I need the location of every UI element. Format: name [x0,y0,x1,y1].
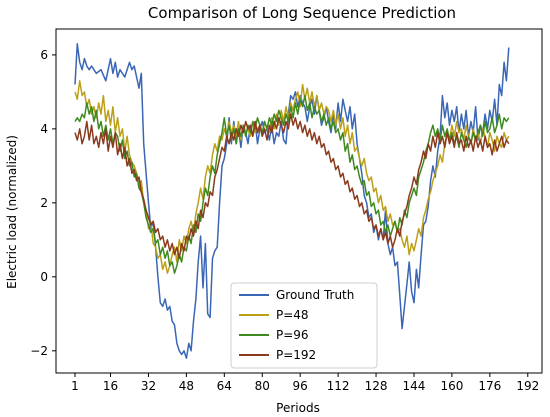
chart-title: Comparison of Long Sequence Prediction [148,4,456,22]
y-tick-label-1: 0 [40,270,48,284]
x-axis-label: Periods [276,401,320,415]
x-tick-label-8: 128 [365,379,388,393]
x-tick-label-5: 80 [255,379,270,393]
x-tick-label-1: 16 [103,379,118,393]
series-layer [74,43,510,359]
legend-box [230,282,378,369]
legend-label-2: P=96 [276,328,309,342]
y-tick-label-0: −2 [30,344,48,358]
y-tick-label-2: 2 [40,196,48,210]
legend-label-1: P=48 [276,308,309,322]
x-tick-label-11: 176 [478,379,501,393]
legend-label-0: Ground Truth [276,288,354,302]
y-tick-label-3: 4 [40,122,48,136]
y-axis-label: Electric load (normalized) [5,135,19,289]
x-tick-label-9: 144 [403,379,426,393]
plot-frame [55,28,543,374]
legend: Ground Truth P=48 P=96 P=192 [230,282,378,369]
x-tick-label-10: 160 [440,379,463,393]
x-tick-label-12: 192 [516,379,539,393]
x-tick-label-2: 32 [141,379,156,393]
series-line-2 [74,94,510,274]
x-tick-label-3: 48 [179,379,194,393]
x-tick-label-0: 1 [71,379,79,393]
x-tick-label-4: 64 [217,379,232,393]
series-line-3 [74,113,510,260]
legend-label-3: P=192 [276,348,316,362]
ticks-layer: 1 16 32 48 64 80 96 112 128 144 160 176 192 −2 0 2 4 6 [30,48,539,393]
x-tick-label-6: 96 [293,379,308,393]
x-tick-label-7: 112 [327,379,350,393]
y-tick-label-4: 6 [40,48,48,62]
